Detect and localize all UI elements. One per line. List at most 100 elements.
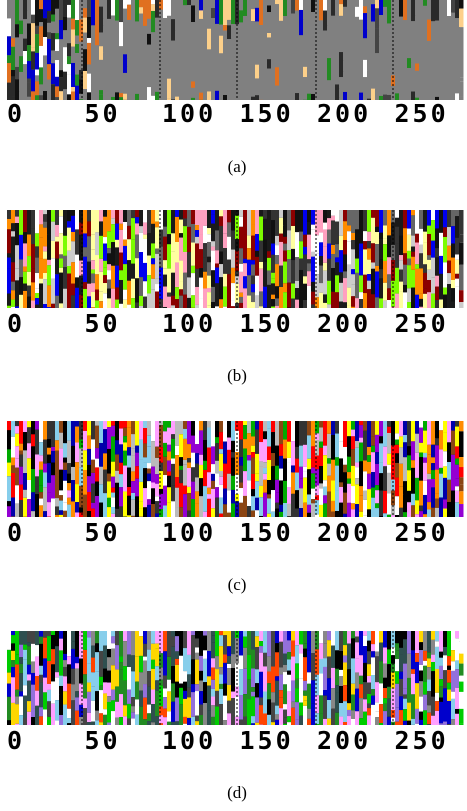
texture <box>283 71 288 76</box>
texture <box>411 494 416 506</box>
texture <box>163 237 168 260</box>
texture <box>79 42 84 63</box>
texture <box>179 25 184 48</box>
texture <box>423 210 428 232</box>
texture <box>175 631 180 636</box>
texture <box>67 43 72 56</box>
texture <box>399 421 404 436</box>
texture <box>247 260 252 276</box>
texture <box>323 667 328 690</box>
texture <box>307 505 312 513</box>
texture <box>263 287 268 308</box>
texture <box>139 656 144 672</box>
texture <box>231 654 236 668</box>
texture <box>79 276 84 295</box>
texture <box>299 291 304 308</box>
texture <box>111 700 116 711</box>
texture <box>127 515 132 517</box>
texture <box>123 240 128 246</box>
texture <box>403 285 408 292</box>
texture <box>219 485 224 498</box>
texture <box>435 248 440 257</box>
texture <box>195 691 200 716</box>
texture <box>459 78 464 82</box>
texture <box>347 484 352 503</box>
texture <box>107 23 112 42</box>
texture <box>59 254 64 258</box>
texture <box>267 69 272 88</box>
texture <box>347 60 352 79</box>
texture <box>211 247 216 251</box>
texture <box>203 650 208 659</box>
texture <box>27 646 32 665</box>
texture <box>259 672 264 698</box>
texture <box>331 0 336 16</box>
texture <box>179 73 184 79</box>
texture <box>95 652 100 671</box>
texture <box>223 631 228 635</box>
texture <box>139 421 144 440</box>
texture <box>267 0 272 5</box>
texture <box>395 684 400 707</box>
texture <box>207 427 212 447</box>
texture <box>163 227 168 237</box>
texture <box>367 645 372 651</box>
texture <box>291 472 296 493</box>
tick-label: 200 <box>317 726 371 755</box>
texture <box>319 631 324 643</box>
texture <box>71 421 76 446</box>
texture <box>435 65 440 81</box>
texture <box>459 265 464 290</box>
texture <box>59 421 64 433</box>
texture <box>163 486 168 506</box>
texture <box>43 74 48 91</box>
texture <box>367 57 372 71</box>
texture <box>39 637 44 644</box>
texture <box>47 463 52 483</box>
texture <box>167 680 172 692</box>
texture <box>219 88 224 100</box>
texture <box>79 705 84 717</box>
texture <box>303 700 308 706</box>
texture <box>447 724 452 725</box>
texture <box>163 275 168 287</box>
texture <box>247 480 252 506</box>
texture <box>339 89 344 98</box>
texture <box>455 661 460 670</box>
texture <box>27 61 32 78</box>
texture <box>231 24 236 39</box>
texture <box>99 713 104 722</box>
texture <box>179 483 184 507</box>
texture <box>91 25 96 39</box>
texture <box>427 705 432 712</box>
texture <box>243 648 248 669</box>
texture <box>203 631 208 636</box>
texture <box>255 234 260 251</box>
texture <box>187 444 192 458</box>
texture <box>187 5 192 28</box>
texture <box>39 666 44 675</box>
texture <box>451 515 456 517</box>
texture <box>259 631 264 641</box>
texture <box>127 226 132 239</box>
texture <box>15 446 20 458</box>
texture <box>175 52 180 58</box>
texture <box>279 505 284 512</box>
texture <box>223 307 228 308</box>
texture <box>287 307 292 308</box>
panel: 050100150200250(d) <box>7 631 464 802</box>
texture <box>403 709 408 721</box>
texture <box>439 300 444 308</box>
texture <box>331 216 336 221</box>
texture <box>147 19 152 34</box>
texture <box>327 434 332 458</box>
texture <box>271 295 276 299</box>
texture <box>243 16 248 33</box>
texture <box>183 252 188 273</box>
texture <box>263 480 268 493</box>
texture <box>211 643 216 658</box>
texture <box>47 631 52 636</box>
texture <box>59 501 64 511</box>
texture <box>459 97 464 100</box>
texture <box>295 18 300 39</box>
